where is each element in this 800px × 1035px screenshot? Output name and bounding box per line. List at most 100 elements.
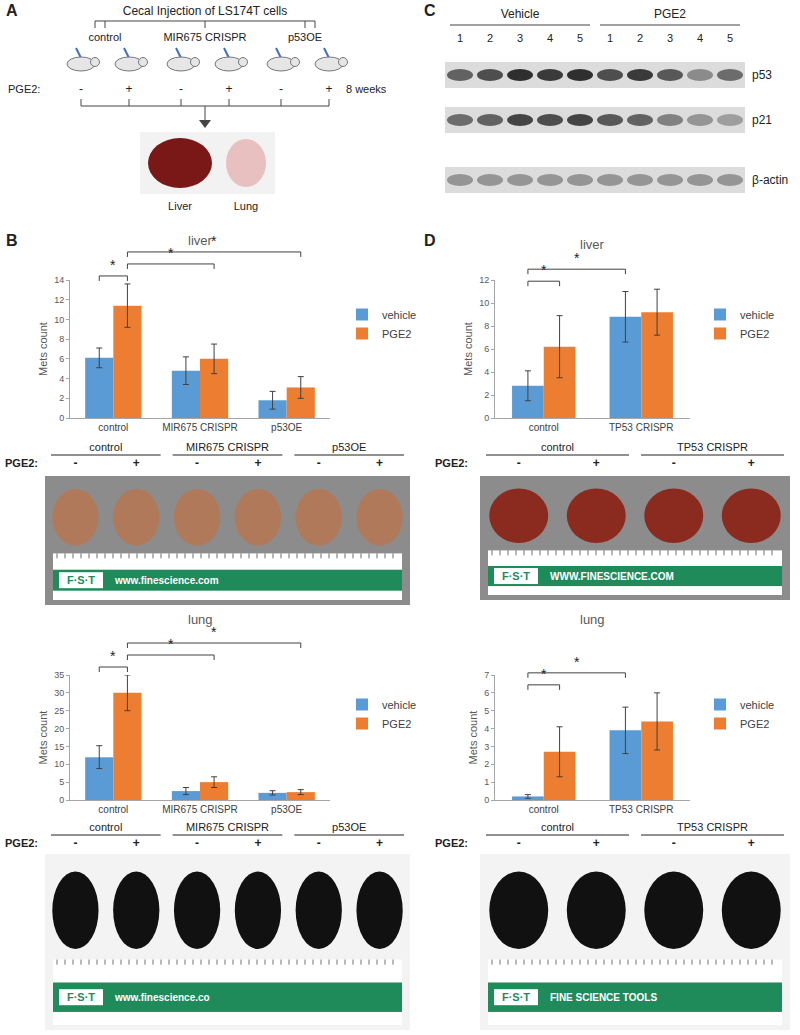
- svg-text:-: -: [517, 836, 521, 850]
- svg-text:4: 4: [484, 367, 489, 377]
- svg-text:F·S·T: F·S·T: [67, 991, 95, 1003]
- svg-text:Cecal Injection of LS174T cell: Cecal Injection of LS174T cells: [123, 4, 288, 18]
- svg-text:-: -: [79, 82, 83, 96]
- svg-text:-: -: [179, 82, 183, 96]
- svg-text:-: -: [195, 456, 199, 470]
- svg-text:12: 12: [479, 275, 489, 285]
- svg-text:vehicle: vehicle: [740, 309, 774, 321]
- svg-text:control: control: [529, 422, 559, 433]
- svg-text:4: 4: [59, 374, 64, 384]
- svg-text:4: 4: [547, 32, 553, 44]
- svg-text:PGE2:: PGE2:: [5, 837, 38, 849]
- svg-text:Mets count: Mets count: [37, 711, 49, 765]
- svg-text:*: *: [168, 636, 174, 652]
- svg-text:p53OE: p53OE: [332, 821, 366, 833]
- svg-text:-: -: [517, 456, 521, 470]
- svg-text:p53OE: p53OE: [271, 804, 302, 815]
- svg-text:*: *: [574, 654, 580, 670]
- svg-text:0: 0: [484, 795, 489, 805]
- svg-text:FINE SCIENCE TOOLS: FINE SCIENCE TOOLS: [550, 992, 657, 1003]
- svg-text:PGE2: PGE2: [740, 718, 769, 730]
- svg-text:+: +: [376, 456, 383, 470]
- svg-text:TP53 CRISPR: TP53 CRISPR: [609, 804, 673, 815]
- svg-text:p53: p53: [752, 68, 772, 82]
- svg-text:8 weeks: 8 weeks: [346, 83, 387, 95]
- svg-text:control: control: [89, 821, 122, 833]
- svg-text:25: 25: [54, 706, 64, 716]
- svg-text:4: 4: [697, 32, 703, 44]
- svg-text:p53OE: p53OE: [288, 31, 322, 43]
- svg-text:PGE2:: PGE2:: [8, 83, 40, 95]
- svg-text:Vehicle: Vehicle: [501, 7, 540, 21]
- svg-text:1: 1: [484, 777, 489, 787]
- svg-text:-: -: [317, 456, 321, 470]
- svg-text:lung: lung: [580, 612, 605, 627]
- svg-text:liver: liver: [188, 233, 213, 248]
- svg-text:vehicle: vehicle: [740, 699, 774, 711]
- svg-text:PGE2:: PGE2:: [435, 837, 468, 849]
- svg-text:TP53 CRISPR: TP53 CRISPR: [677, 821, 748, 833]
- svg-text:Liver: Liver: [168, 200, 192, 212]
- svg-text:10: 10: [54, 315, 64, 325]
- svg-text:*: *: [110, 648, 116, 664]
- svg-text:-: -: [73, 456, 77, 470]
- svg-text:0: 0: [59, 795, 64, 805]
- svg-text:MIR675 CRISPR: MIR675 CRISPR: [186, 441, 269, 453]
- svg-text:+: +: [125, 82, 132, 96]
- svg-text:6: 6: [484, 688, 489, 698]
- svg-text:6: 6: [484, 344, 489, 354]
- svg-text:20: 20: [54, 724, 64, 734]
- svg-text:+: +: [593, 836, 600, 850]
- svg-text:MIR675 CRISPR: MIR675 CRISPR: [186, 821, 269, 833]
- svg-text:control: control: [541, 441, 574, 453]
- svg-text:B: B: [6, 232, 18, 249]
- svg-text:www.finescience.co: www.finescience.co: [114, 992, 210, 1003]
- svg-text:control: control: [88, 31, 121, 43]
- svg-text:+: +: [593, 456, 600, 470]
- svg-text:control: control: [98, 804, 128, 815]
- svg-text:PGE2:: PGE2:: [435, 457, 468, 469]
- svg-text:+: +: [133, 836, 140, 850]
- svg-text:D: D: [424, 232, 436, 249]
- svg-text:MIR675 CRISPR: MIR675 CRISPR: [162, 804, 238, 815]
- svg-text:5: 5: [484, 706, 489, 716]
- svg-text:-: -: [672, 836, 676, 850]
- svg-text:control: control: [98, 422, 128, 433]
- svg-text:-: -: [317, 836, 321, 850]
- svg-text:PGE2: PGE2: [382, 328, 411, 340]
- svg-text:+: +: [133, 456, 140, 470]
- svg-text:5: 5: [577, 32, 583, 44]
- svg-text:14: 14: [54, 275, 64, 285]
- svg-text:*: *: [541, 262, 547, 278]
- svg-text:2: 2: [59, 393, 64, 403]
- svg-text:PGE2: PGE2: [654, 7, 686, 21]
- svg-text:2: 2: [487, 32, 493, 44]
- svg-text:lung: lung: [188, 612, 213, 627]
- svg-text:control: control: [529, 804, 559, 815]
- svg-text:control: control: [541, 821, 574, 833]
- svg-text:β-actin: β-actin: [752, 173, 788, 187]
- svg-text:Mets count: Mets count: [37, 322, 49, 376]
- svg-text:2: 2: [484, 759, 489, 769]
- svg-text:1: 1: [607, 32, 613, 44]
- svg-text:A: A: [6, 2, 18, 19]
- svg-text:12: 12: [54, 295, 64, 305]
- svg-text:F·S·T: F·S·T: [502, 991, 530, 1003]
- svg-text:3: 3: [484, 742, 489, 752]
- svg-text:3: 3: [667, 32, 673, 44]
- svg-text:+: +: [748, 836, 755, 850]
- svg-text:10: 10: [479, 298, 489, 308]
- svg-text:PGE2: PGE2: [382, 718, 411, 730]
- svg-text:2: 2: [637, 32, 643, 44]
- svg-text:Mets count: Mets count: [462, 322, 474, 376]
- svg-text:PGE2:: PGE2:: [5, 457, 38, 469]
- svg-text:-: -: [195, 836, 199, 850]
- svg-text:1: 1: [457, 32, 463, 44]
- svg-text:+: +: [325, 82, 332, 96]
- svg-text:Lung: Lung: [234, 200, 258, 212]
- svg-text:TP53 CRISPR: TP53 CRISPR: [677, 441, 748, 453]
- svg-text:F·S·T: F·S·T: [67, 574, 95, 586]
- svg-text:-: -: [279, 82, 283, 96]
- svg-text:vehicle: vehicle: [382, 699, 416, 711]
- svg-text:-: -: [672, 456, 676, 470]
